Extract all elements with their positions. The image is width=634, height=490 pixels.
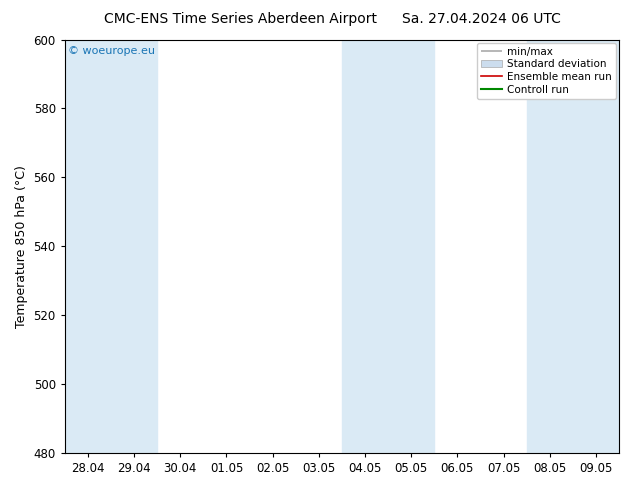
Y-axis label: Temperature 850 hPa (°C): Temperature 850 hPa (°C) [15, 165, 28, 328]
Bar [342, 40, 388, 453]
Text: CMC-ENS Time Series Aberdeen Airport: CMC-ENS Time Series Aberdeen Airport [105, 12, 377, 26]
Bar [65, 40, 111, 453]
Bar [527, 40, 573, 453]
Bar [388, 40, 434, 453]
Bar [573, 40, 619, 453]
Text: Sa. 27.04.2024 06 UTC: Sa. 27.04.2024 06 UTC [403, 12, 561, 26]
Bar [111, 40, 157, 453]
Legend: min/max, Standard deviation, Ensemble mean run, Controll run: min/max, Standard deviation, Ensemble me… [477, 43, 616, 99]
Text: © woeurope.eu: © woeurope.eu [68, 46, 155, 56]
